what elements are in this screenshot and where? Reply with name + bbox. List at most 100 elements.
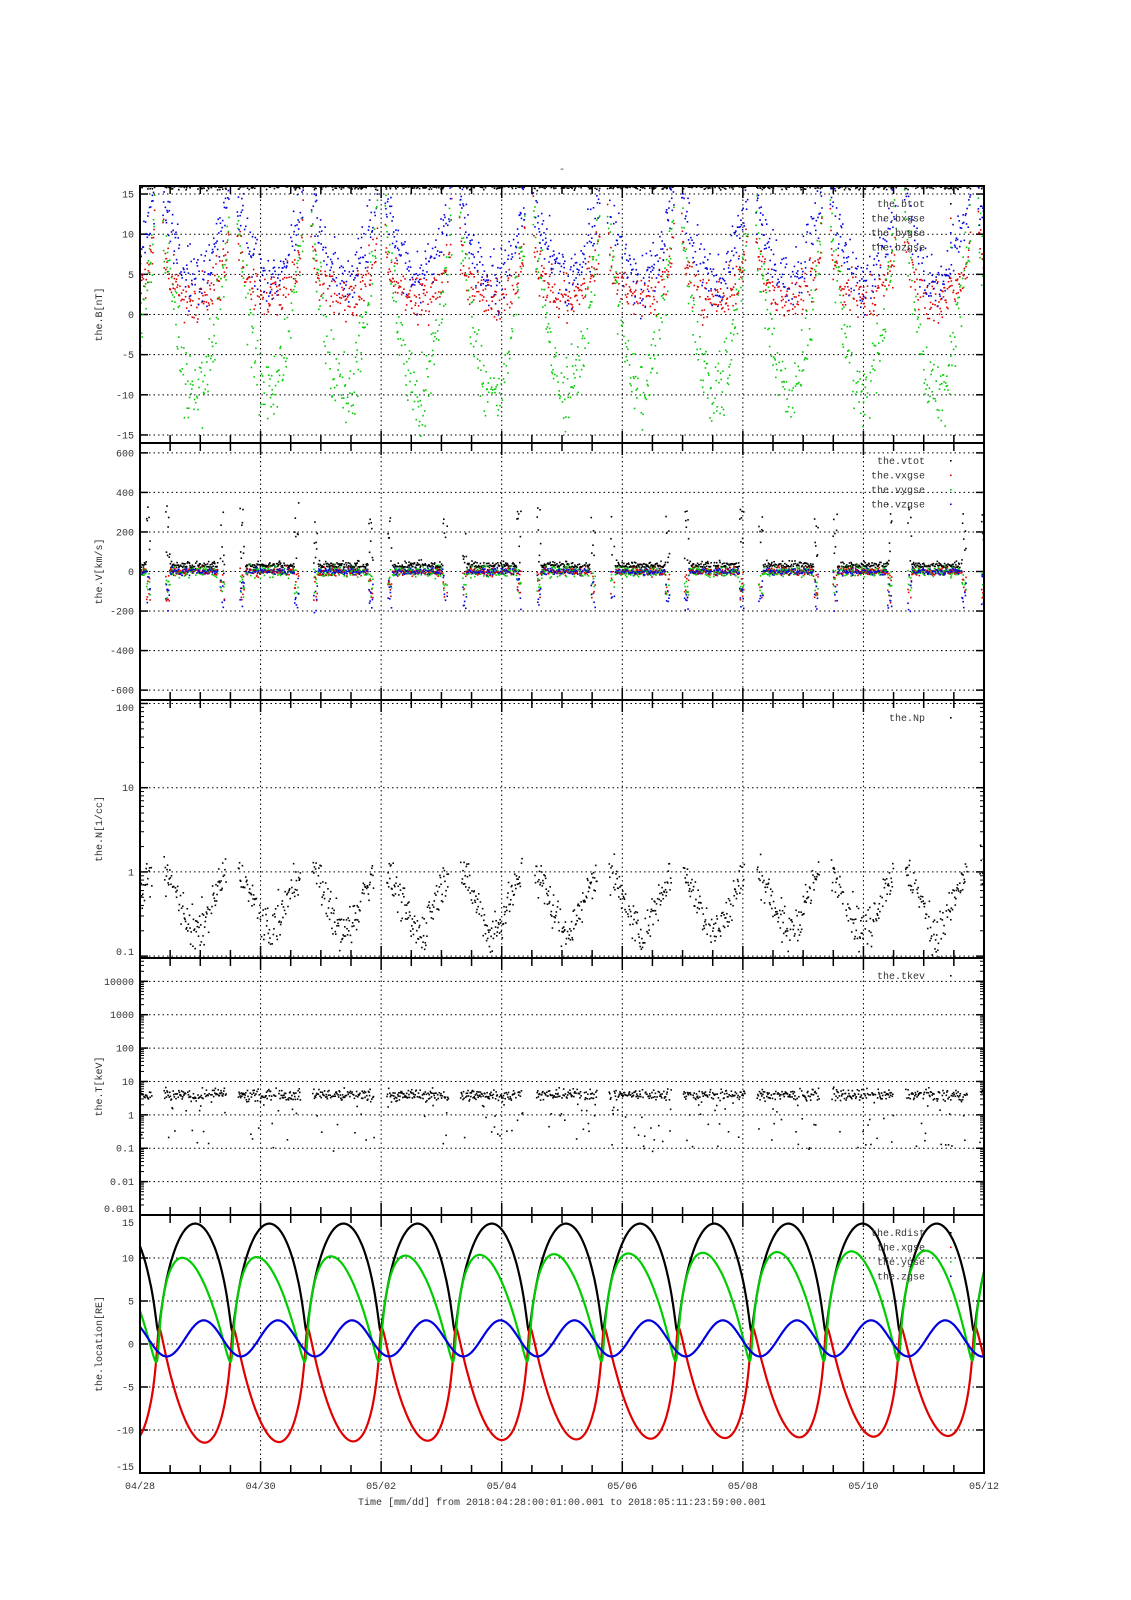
bxgse-point	[547, 286, 550, 289]
bxgse-point	[615, 276, 617, 279]
vtot-point	[165, 511, 167, 513]
bygse-point	[444, 204, 447, 206]
bxgse-point	[654, 308, 656, 311]
bxgse-point	[552, 301, 555, 303]
bxgse-point	[472, 299, 475, 301]
bygse-point	[807, 223, 809, 226]
bxgse-point	[400, 293, 403, 296]
bxgse-point	[718, 280, 720, 283]
btot-point	[612, 187, 615, 190]
bzgse-point	[189, 355, 191, 357]
bygse-point	[346, 293, 349, 296]
bzgse-point	[569, 396, 572, 399]
vxgse-point	[147, 580, 149, 583]
bzgse-point	[715, 379, 717, 382]
bzgse-point	[293, 285, 296, 288]
bygse-point	[842, 250, 845, 253]
bzgse-point	[868, 417, 871, 419]
bzgse-point	[841, 308, 844, 310]
vygse-point	[149, 593, 151, 596]
bygse-point	[424, 250, 427, 253]
bygse-point	[546, 247, 549, 250]
bxgse-point	[791, 308, 794, 310]
bygse-point	[597, 198, 600, 201]
btot-point	[497, 187, 499, 189]
bzgse-point	[201, 427, 204, 429]
bxgse-point	[419, 278, 422, 281]
bxgse-point	[804, 285, 807, 287]
bxgse-point	[446, 281, 449, 283]
btot-point	[757, 187, 759, 189]
bzgse-point	[712, 401, 715, 404]
bzgse-point	[196, 395, 198, 398]
bzgse-point	[647, 354, 650, 356]
bxgse-point	[626, 301, 629, 303]
bygse-point	[419, 267, 422, 269]
bygse-point	[277, 277, 279, 279]
bxgse-point	[286, 277, 288, 279]
btot-point	[315, 187, 317, 190]
bzgse-point	[193, 408, 195, 411]
bzgse-point	[190, 388, 193, 390]
bxgse-point	[657, 281, 660, 284]
bzgse-point	[284, 360, 287, 363]
bxgse-point	[780, 289, 782, 292]
bzgse-point	[571, 386, 573, 388]
bxgse-point	[938, 301, 940, 303]
bygse-point	[535, 199, 537, 202]
bxgse-point	[566, 309, 569, 312]
bxgse-point	[335, 300, 338, 302]
bygse-point	[215, 222, 218, 225]
bzgse-point	[434, 335, 436, 338]
bygse-point	[472, 253, 474, 256]
bxgse-point	[567, 295, 569, 298]
bxgse-point	[324, 270, 326, 273]
bzgse-point	[279, 347, 281, 350]
bxgse-point	[294, 282, 297, 285]
bygse-point	[243, 228, 246, 231]
bzgse-point	[967, 259, 970, 262]
bzgse-point	[247, 292, 249, 295]
bxgse-point	[372, 238, 374, 241]
bygse-point	[345, 280, 348, 283]
bygse-point	[325, 252, 328, 255]
bzgse-point	[641, 429, 644, 431]
bzgse-point	[798, 369, 801, 372]
bxgse-point	[719, 288, 722, 290]
bygse-point	[414, 281, 416, 283]
bzgse-point	[837, 269, 840, 272]
bygse-point	[874, 278, 876, 281]
bzgse-point	[344, 385, 346, 387]
vygse-point	[189, 568, 191, 571]
bxgse-point	[249, 281, 252, 283]
btot-point	[273, 187, 276, 190]
bxgse-point	[641, 315, 643, 317]
bxgse-point	[175, 278, 178, 280]
bzgse-point	[656, 372, 658, 374]
bzgse-point	[211, 341, 213, 343]
bxgse-point	[560, 293, 563, 295]
bzgse-point	[786, 410, 789, 413]
bxgse-point	[223, 271, 226, 273]
vzgse-point	[187, 571, 189, 573]
vtot-point	[167, 516, 170, 519]
vxgse-point	[165, 600, 168, 602]
bzgse-point	[815, 265, 818, 267]
bzgse-point	[658, 329, 661, 331]
bxgse-point	[562, 296, 564, 298]
btot-point	[493, 187, 496, 190]
bxgse-point	[884, 285, 886, 287]
bygse-point	[538, 231, 541, 233]
bygse-point	[187, 245, 189, 247]
bzgse-point	[356, 349, 358, 351]
bzgse-point	[473, 331, 476, 333]
bzgse-point	[776, 352, 779, 354]
bygse-point	[692, 256, 694, 259]
bygse-point	[798, 291, 801, 294]
bxgse-point	[944, 299, 947, 301]
bzgse-point	[153, 194, 156, 196]
bxgse-point	[470, 272, 472, 275]
bygse-point	[633, 302, 636, 304]
bzgse-point	[539, 276, 542, 279]
bygse-point	[556, 257, 558, 259]
